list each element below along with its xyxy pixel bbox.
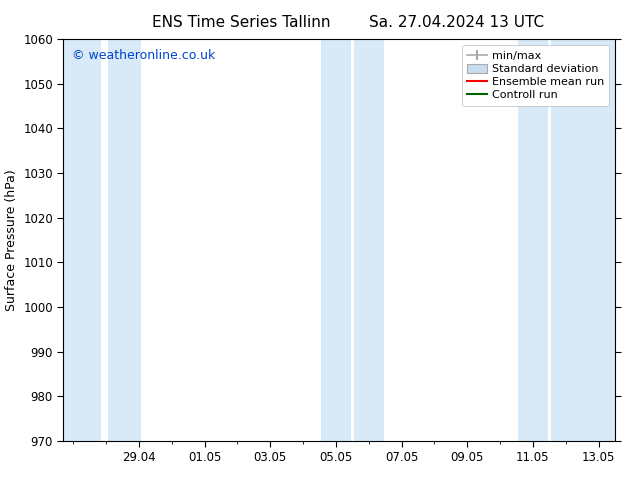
Text: ENS Time Series Tallinn: ENS Time Series Tallinn <box>152 15 330 30</box>
Text: © weatheronline.co.uk: © weatheronline.co.uk <box>72 49 215 62</box>
Bar <box>354 39 384 441</box>
Bar <box>321 39 351 441</box>
Legend: min/max, Standard deviation, Ensemble mean run, Controll run: min/max, Standard deviation, Ensemble me… <box>462 45 609 106</box>
Bar <box>518 39 548 441</box>
Text: Sa. 27.04.2024 13 UTC: Sa. 27.04.2024 13 UTC <box>369 15 544 30</box>
Bar <box>63 39 101 441</box>
Bar <box>108 39 141 441</box>
Bar <box>551 39 615 441</box>
Y-axis label: Surface Pressure (hPa): Surface Pressure (hPa) <box>4 169 18 311</box>
